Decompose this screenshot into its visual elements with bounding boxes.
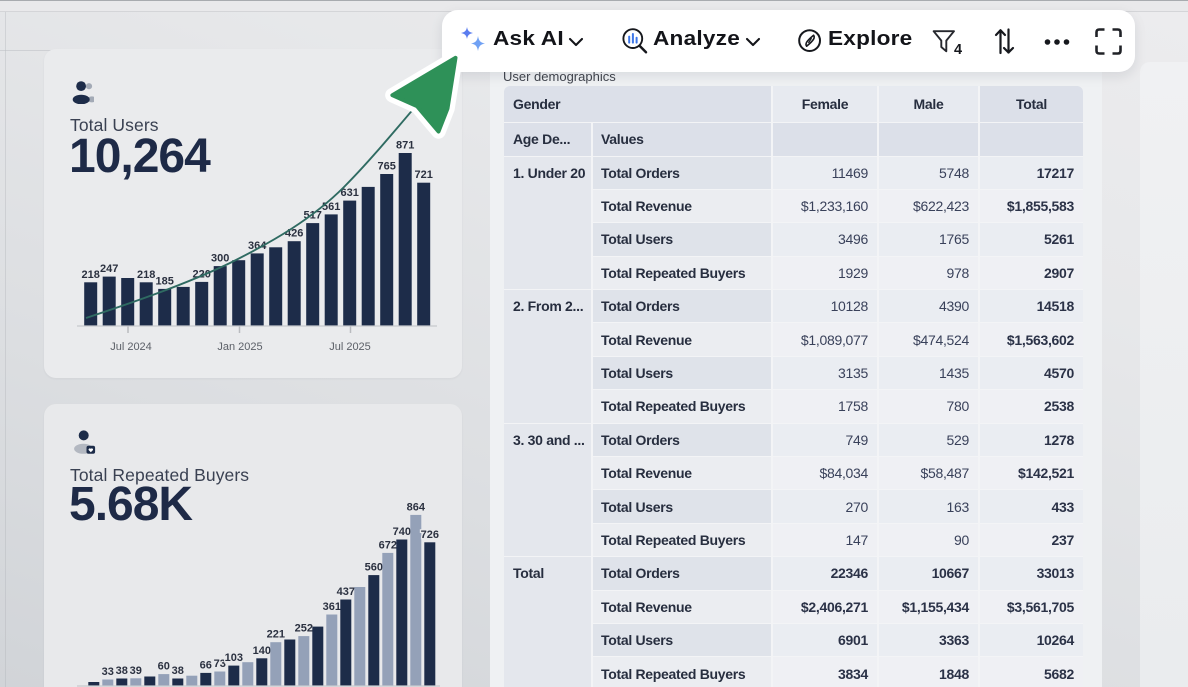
svg-text:300: 300 xyxy=(211,253,229,265)
svg-text:252: 252 xyxy=(295,623,313,635)
svg-text:66: 66 xyxy=(200,659,212,671)
svg-text:864: 864 xyxy=(407,501,426,513)
svg-text:437: 437 xyxy=(337,586,355,598)
svg-text:Jan 2025: Jan 2025 xyxy=(217,341,262,353)
svg-text:517: 517 xyxy=(304,210,322,222)
svg-text:221: 221 xyxy=(267,629,285,641)
svg-text:38: 38 xyxy=(172,665,184,677)
svg-text:38: 38 xyxy=(116,665,128,677)
svg-text:218: 218 xyxy=(82,269,100,281)
svg-text:247: 247 xyxy=(100,263,118,275)
svg-text:33: 33 xyxy=(102,666,114,678)
svg-text:631: 631 xyxy=(341,187,359,199)
svg-text:726: 726 xyxy=(421,529,439,541)
svg-text:560: 560 xyxy=(365,562,383,574)
svg-text:561: 561 xyxy=(322,201,340,213)
svg-text:39: 39 xyxy=(130,665,142,677)
svg-text:426: 426 xyxy=(285,228,303,240)
svg-text:185: 185 xyxy=(156,275,174,287)
svg-text:740: 740 xyxy=(393,526,411,538)
svg-text:73: 73 xyxy=(214,658,226,670)
svg-text:721: 721 xyxy=(415,169,433,181)
svg-text:672: 672 xyxy=(379,539,397,551)
svg-text:361: 361 xyxy=(323,601,341,613)
svg-text:Jul 2025: Jul 2025 xyxy=(329,341,371,353)
svg-text:4: 4 xyxy=(954,42,962,58)
svg-text:Jul 2024: Jul 2024 xyxy=(110,341,152,353)
svg-text:103: 103 xyxy=(225,652,243,664)
svg-text:60: 60 xyxy=(158,661,170,673)
svg-text:218: 218 xyxy=(137,269,155,281)
svg-text:140: 140 xyxy=(253,645,271,657)
svg-text:765: 765 xyxy=(378,161,396,173)
svg-text:364: 364 xyxy=(248,240,267,252)
svg-text:871: 871 xyxy=(396,140,414,152)
